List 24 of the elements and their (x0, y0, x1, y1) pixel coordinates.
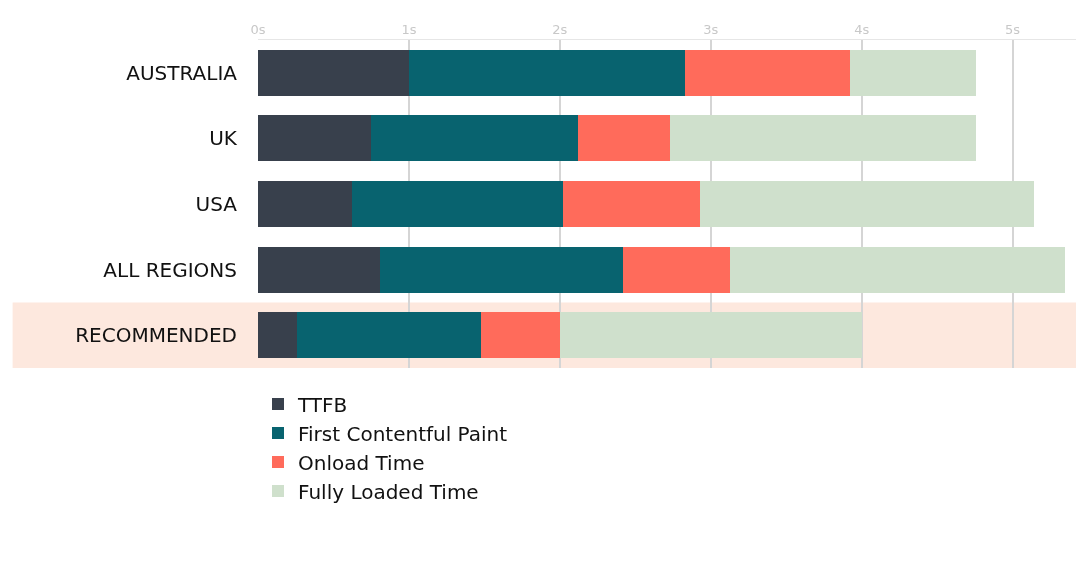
bar (577, 115, 671, 162)
y-tick-label: ALL REGIONS (103, 257, 237, 282)
legend-label: Fully Loaded Time (298, 479, 479, 504)
bar (562, 181, 701, 227)
bar (481, 312, 560, 359)
bar (351, 181, 563, 227)
bar (258, 246, 381, 293)
bar (258, 49, 409, 96)
bar (408, 49, 686, 96)
bar (623, 246, 731, 293)
bar (258, 312, 298, 359)
y-tick-label: USA (195, 192, 238, 216)
legend-label: TTFB (297, 392, 348, 417)
bar (297, 312, 482, 359)
bar (371, 115, 578, 162)
legend-label: Onload Time (298, 450, 425, 475)
y-tick-label: RECOMMENDED (75, 323, 237, 348)
legend-label: First Contentful Paint (298, 421, 508, 446)
bar (380, 246, 624, 293)
y-tick-label: UK (209, 126, 238, 151)
bar (258, 181, 352, 227)
bar (685, 49, 850, 96)
y-tick-label: AUSTRALIA (126, 60, 238, 85)
bar (258, 115, 372, 162)
